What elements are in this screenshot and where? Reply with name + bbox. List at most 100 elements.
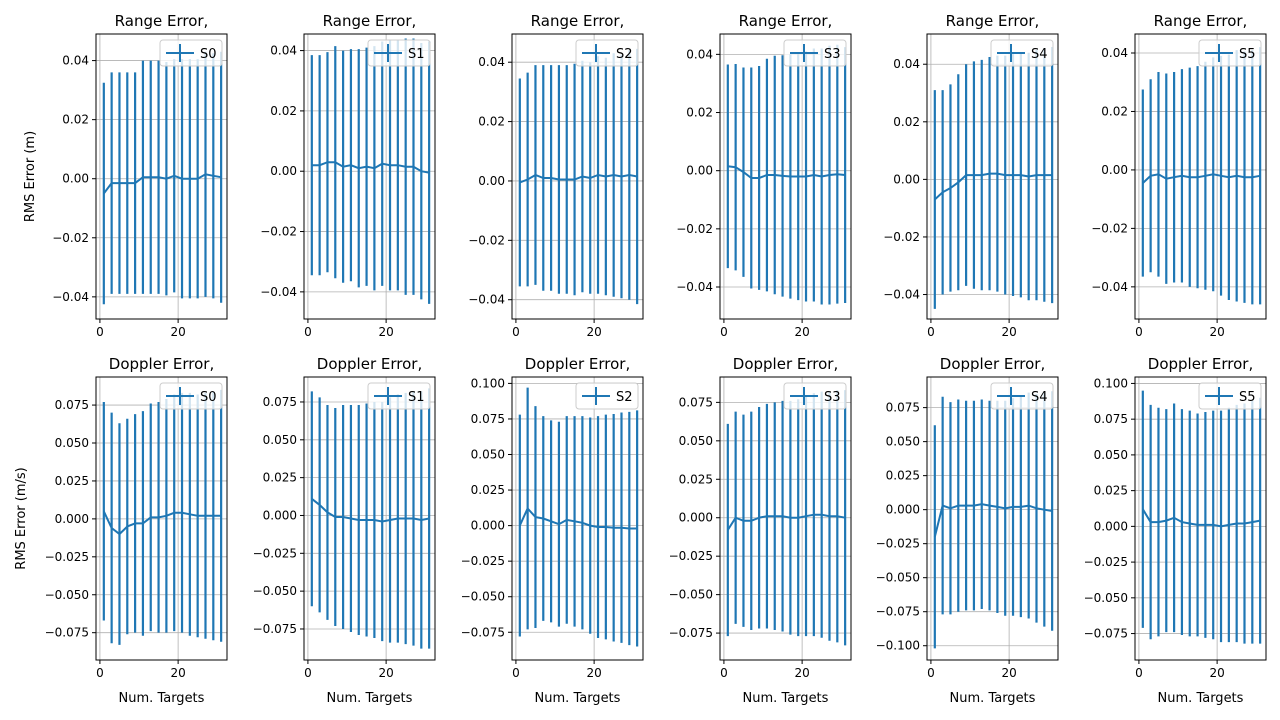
y-tick-label: 0.025 (1094, 484, 1128, 498)
y-tick-label: −0.050 (1084, 591, 1128, 605)
legend-label: S0 (200, 390, 217, 405)
subplot-range-s0: 0 20 −0.04 −0.02 0.00 0.02 0.04 Range Error, RMS… (23, 12, 228, 339)
y-tick-label: 0.025 (263, 471, 297, 485)
y-tick-label: 0.00 (686, 164, 713, 178)
legend-label: S1 (408, 47, 425, 62)
legend: S1 (367, 382, 431, 410)
subplot-title: Doppler Error, (317, 355, 422, 373)
y-tick-label: 0.075 (679, 395, 713, 409)
x-tick-label: 20 (378, 325, 393, 339)
y-tick-label: 0.050 (471, 448, 505, 462)
y-tick-label: −0.050 (876, 571, 920, 585)
y-tick-label: 0.050 (55, 436, 89, 450)
legend: S2 (575, 39, 639, 67)
x-tick-label: 20 (586, 325, 601, 339)
series-line (103, 173, 222, 195)
y-tick-label: −0.04 (676, 280, 713, 294)
subplot-range-s2: 0 20 −0.04 −0.02 0.00 0.02 0.04 Range Error, S2 (468, 12, 644, 339)
subplot-range-s1: 0 20 −0.04 −0.02 0.00 0.02 0.04 Range Error, S1 (260, 12, 436, 339)
subplot-doppler-s2: 0 20 −0.075 −0.050 −0.025 0.000 0.025 0.050 0.07… (461, 355, 644, 706)
legend: S5 (1198, 382, 1262, 410)
y-tick-label: 0.02 (893, 115, 920, 129)
y-tick-label: 0.00 (893, 172, 920, 186)
legend-label: S5 (1239, 390, 1256, 405)
series-line (727, 165, 846, 179)
axes-frame (303, 376, 436, 661)
x-tick-label: 0 (304, 666, 312, 680)
y-tick-label: 0.000 (886, 503, 920, 517)
y-tick-label: −0.025 (669, 549, 713, 563)
x-axis-label: Num. Targets (950, 691, 1036, 706)
legend-label: S4 (1031, 390, 1048, 405)
series-line (311, 161, 430, 174)
y-tick-label: −0.075 (669, 626, 713, 640)
subplot-doppler-s0: 0 20 −0.075 −0.050 −0.025 0.000 0.025 0.050 0.07… (14, 355, 228, 706)
y-tick-label: −0.025 (876, 537, 920, 551)
legend: S0 (159, 382, 223, 410)
legend: S4 (990, 382, 1054, 410)
y-tick-label: 0.00 (1101, 163, 1128, 177)
legend-label: S2 (616, 390, 633, 405)
x-tick-label: 20 (170, 666, 185, 680)
x-tick-label: 0 (96, 666, 104, 680)
legend: S0 (159, 39, 223, 67)
axes-frame (1134, 33, 1267, 320)
x-tick-label: 0 (1135, 325, 1143, 339)
y-tick-label: 0.025 (679, 472, 713, 486)
y-tick-label: −0.025 (45, 550, 89, 564)
legend: S2 (575, 382, 639, 410)
y-tick-label: 0.050 (679, 434, 713, 448)
series-line (519, 173, 638, 184)
y-tick-label: −0.025 (1084, 555, 1128, 569)
axes-frame (1134, 376, 1267, 661)
subplot-doppler-s1: 0 20 −0.075 −0.050 −0.025 0.000 0.025 0.050 0.07… (253, 355, 436, 706)
y-tick-label: −0.075 (461, 625, 505, 639)
series-line (102, 510, 222, 536)
axes-frame (95, 33, 228, 320)
y-tick-label: −0.04 (260, 285, 297, 299)
series-line (518, 506, 638, 530)
y-tick-label: 0.025 (471, 483, 505, 497)
y-tick-label: −0.04 (883, 288, 920, 302)
y-tick-label: 0.050 (263, 433, 297, 447)
y-tick-label: 0.075 (886, 401, 920, 415)
y-tick-label: 0.050 (1094, 448, 1128, 462)
y-tick-label: −0.04 (468, 293, 505, 307)
subplot-title: Range Error, (739, 12, 833, 30)
y-tick-label: 0.075 (55, 398, 89, 412)
series-line (311, 498, 430, 523)
x-tick-label: 20 (1209, 325, 1224, 339)
y-tick-label: 0.04 (270, 44, 297, 58)
y-tick-label: 0.02 (686, 106, 713, 120)
legend: S3 (783, 39, 847, 67)
y-tick-label: −0.02 (1091, 221, 1128, 235)
y-tick-label: −0.050 (45, 588, 89, 602)
x-tick-label: 20 (1209, 666, 1224, 680)
y-axis-label: RMS Error (m) (23, 131, 38, 222)
x-tick-label: 20 (170, 325, 185, 339)
y-tick-label: 0.04 (62, 54, 89, 68)
subplot-title: Range Error, (115, 12, 209, 30)
axes-frame (511, 376, 644, 661)
axes-frame (303, 33, 436, 320)
y-tick-label: 0.02 (62, 113, 89, 127)
x-tick-label: 0 (927, 325, 935, 339)
y-tick-label: 0.075 (1094, 412, 1128, 426)
subplot-range-s4: 0 20 −0.04 −0.02 0.00 0.02 0.04 Range Error, S4 (883, 12, 1059, 339)
series-line (1142, 173, 1261, 184)
y-tick-label: 0.00 (62, 172, 89, 186)
y-tick-label: 0.04 (478, 55, 505, 69)
y-tick-label: 0.050 (886, 435, 920, 449)
subplot-doppler-s4: 0 20 −0.100 −0.075 −0.050 −0.025 0.000 0.025 0.0… (876, 355, 1059, 706)
subplot-title: Range Error, (946, 12, 1040, 30)
y-tick-label: 0.000 (679, 511, 713, 525)
x-tick-label: 20 (586, 666, 601, 680)
y-tick-label: 0.02 (270, 104, 297, 118)
series-line (1141, 508, 1261, 528)
x-tick-label: 0 (512, 325, 520, 339)
y-tick-label: 0.100 (1094, 376, 1128, 390)
x-tick-label: 20 (794, 666, 809, 680)
y-tick-label: −0.100 (876, 639, 920, 653)
y-tick-label: 0.025 (55, 474, 89, 488)
x-axis-label: Num. Targets (535, 691, 621, 706)
